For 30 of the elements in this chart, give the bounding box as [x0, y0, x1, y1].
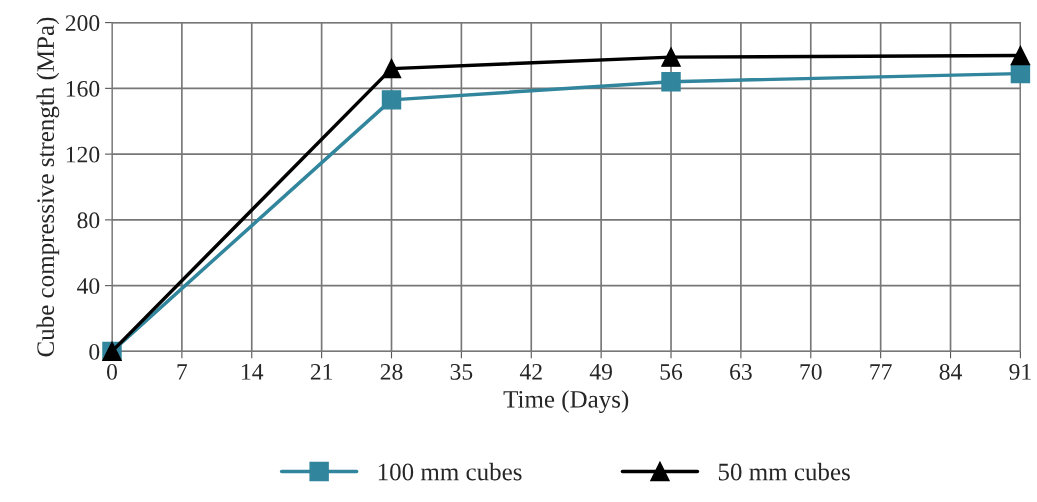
x-tick-label: 35: [450, 363, 473, 380]
point: [661, 47, 681, 67]
x-tick-label: 7: [177, 364, 188, 380]
x-tick-label: 42: [519, 363, 542, 380]
y-axis-title: Cube compressive strength (MPa): [36, 17, 60, 357]
legend-label: 100 mm cubes: [378, 462, 522, 481]
point: [661, 72, 681, 92]
x-tick-label: 70: [800, 363, 822, 380]
legend-label: 50 mm cubes: [718, 462, 850, 481]
y-tick-label: 80: [77, 212, 100, 229]
point: [381, 58, 402, 79]
x-tick-label: 56: [660, 363, 683, 380]
x-tick-label: 21: [310, 363, 333, 380]
x-tick-label: 28: [380, 363, 403, 380]
y-tick-label: 160: [66, 80, 100, 97]
x-tick-label: 91: [1009, 363, 1031, 380]
y-tick-label: 40: [77, 278, 100, 295]
point: [381, 90, 402, 110]
x-tick-label: 49: [589, 363, 612, 380]
y-tick-label: 200: [65, 15, 100, 32]
x-tick-label: 84: [939, 363, 962, 380]
x-tick-label: 63: [730, 363, 752, 380]
x-axis-title: Time (Days): [503, 390, 629, 413]
x-tick-label: 77: [870, 364, 892, 380]
y-tick-label: 0: [89, 343, 100, 360]
x-tick-label: 14: [242, 364, 264, 380]
y-tick-label: 120: [66, 146, 100, 163]
x-tick-label: 0: [106, 363, 117, 380]
point: [1010, 45, 1031, 66]
point: [1010, 63, 1031, 84]
